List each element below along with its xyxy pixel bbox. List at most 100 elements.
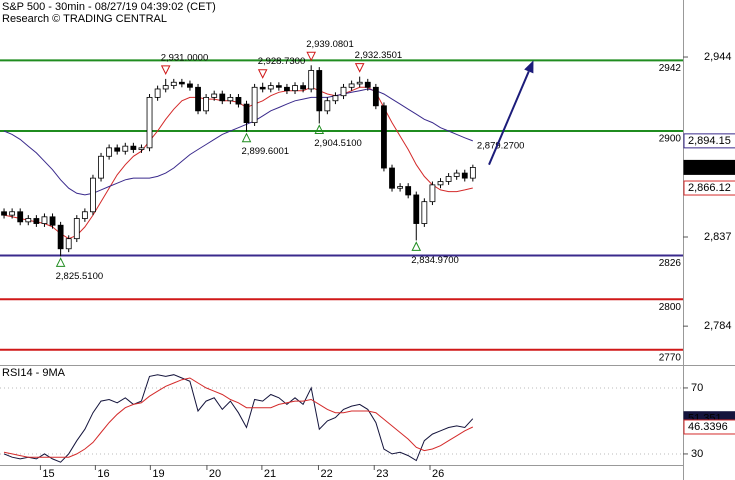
annotation-label: 2,904.5100 — [314, 138, 362, 149]
annotation-label: 2,928.7300 — [258, 56, 306, 67]
y-tick-label: 2,837 — [704, 231, 732, 243]
high-marker — [257, 69, 268, 79]
annotation-label: 2,899.6001 — [242, 146, 290, 157]
price-tag-label: 46.3396 — [688, 421, 728, 433]
candle-body — [187, 83, 193, 88]
candle-body — [130, 145, 137, 150]
candle-body — [445, 176, 452, 182]
annotation-label: 2,834.9700 — [411, 255, 459, 266]
annotation-label: 2,939.0801 — [306, 39, 354, 50]
x-tick-label: 16 — [97, 468, 109, 480]
price-tag-label: 2,894.15 — [688, 135, 731, 147]
level-label: 2800 — [659, 302, 682, 313]
candle-body — [170, 81, 177, 87]
candle-body — [25, 218, 32, 223]
candle-body — [1, 211, 7, 216]
x-tick-label: 20 — [209, 468, 221, 480]
low-marker — [241, 132, 252, 143]
high-marker — [354, 63, 365, 73]
annotation-label: 2,932.3501 — [355, 50, 403, 61]
candle-body — [65, 238, 72, 250]
low-marker — [314, 124, 325, 134]
candle-body — [405, 186, 412, 196]
candle-body — [33, 218, 40, 224]
candle-body — [389, 167, 395, 189]
candle-body — [178, 81, 185, 85]
annotation-label: 2,879.2700 — [477, 140, 525, 151]
moving-average — [3, 88, 473, 196]
x-tick-label: 26 — [432, 468, 444, 480]
forecast-arrow — [488, 71, 530, 166]
level-label: 2942 — [659, 63, 682, 74]
x-tick-label: 22 — [320, 468, 332, 480]
candle-body — [421, 201, 428, 224]
candle-body — [251, 86, 258, 124]
price-tag — [683, 133, 735, 149]
candle-body — [17, 211, 24, 223]
x-tick-label: 21 — [264, 468, 276, 480]
candle-body — [90, 177, 96, 213]
candle-body — [243, 103, 250, 124]
candle-body — [461, 172, 468, 179]
candle-body — [81, 211, 88, 219]
candle-body — [73, 218, 80, 240]
rsi-line — [3, 374, 474, 463]
candle-body — [162, 85, 169, 90]
low-marker — [55, 257, 66, 267]
y-tick-label: 30 — [691, 448, 703, 460]
price-tag — [683, 419, 735, 435]
candle-body — [284, 86, 290, 92]
x-tick-label: 23 — [376, 468, 388, 480]
candle-body — [364, 81, 371, 88]
high-marker — [160, 65, 171, 76]
candle-body — [437, 181, 444, 186]
candle-body — [316, 70, 323, 112]
y-tick-label: 2,944 — [704, 51, 732, 63]
annotation-label: 2,931.0000 — [161, 52, 209, 63]
y-tick-label: 70 — [691, 382, 703, 394]
candle-body — [275, 85, 282, 88]
x-tick-label: 19 — [152, 468, 164, 480]
chart-subtitle: Research © TRADING CENTRAL — [2, 13, 167, 25]
candle-body — [324, 100, 331, 112]
candle-body — [114, 147, 121, 152]
rsi-line — [3, 377, 474, 458]
candle-body — [227, 96, 234, 102]
candle-body — [308, 70, 315, 90]
candle-body — [211, 93, 218, 98]
candle-body — [453, 172, 460, 177]
price-tag-label: 2,866.12 — [688, 182, 731, 194]
candle-body — [372, 86, 379, 107]
level-label: 2770 — [659, 352, 682, 363]
candle-body — [332, 95, 339, 102]
low-marker — [411, 241, 422, 251]
candle-body — [146, 96, 153, 149]
candle-body — [235, 96, 242, 105]
candle-body — [195, 86, 201, 112]
candle-body — [122, 145, 129, 152]
arrow-head — [524, 60, 534, 74]
annotation-label: 2,825.5100 — [56, 271, 104, 282]
y-tick-label: 2,784 — [704, 320, 732, 332]
candle-body — [300, 85, 307, 90]
candle-body — [340, 86, 347, 97]
candle-body — [381, 105, 387, 169]
candle-body — [98, 155, 104, 179]
candle-body — [219, 93, 226, 102]
price-tag — [683, 180, 735, 196]
candle-body — [292, 85, 298, 92]
level-label: 2826 — [659, 258, 682, 269]
chart-title: S&P 500 - 30min - 08/27/19 04:39:02 (CET… — [2, 1, 216, 13]
x-tick-label: 15 — [42, 468, 54, 480]
candle-body — [49, 216, 56, 226]
candle-body — [413, 194, 420, 224]
candle-body — [469, 166, 476, 179]
candle-body — [41, 216, 48, 224]
candle-body — [429, 184, 436, 203]
candle-body — [397, 186, 404, 189]
candle-body — [259, 86, 266, 90]
candle-body — [106, 147, 113, 157]
high-marker — [306, 51, 316, 62]
price-tag-label: 2,878.38 — [688, 161, 731, 173]
